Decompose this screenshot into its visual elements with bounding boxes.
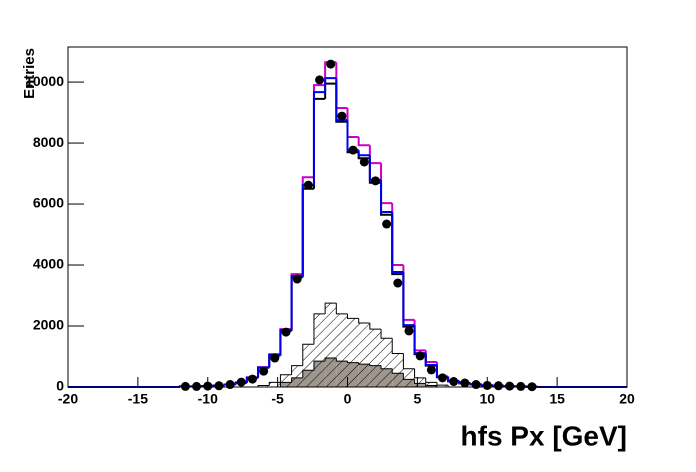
histogram-step bbox=[402, 272, 415, 327]
x-tick-label: 5 bbox=[413, 391, 421, 407]
histogram-step bbox=[257, 384, 270, 387]
x-axis-label: hfs Px [GeV] bbox=[461, 420, 627, 451]
data-point bbox=[426, 365, 436, 375]
data-point bbox=[505, 381, 515, 391]
data-point bbox=[415, 351, 425, 361]
y-tick-label: 6000 bbox=[33, 195, 64, 211]
data-point bbox=[214, 381, 224, 391]
data-point bbox=[236, 377, 246, 387]
histogram-fill bbox=[414, 377, 426, 387]
data-point bbox=[292, 274, 302, 284]
histogram-step bbox=[335, 78, 348, 122]
histogram-step bbox=[380, 179, 393, 213]
data-point bbox=[192, 381, 202, 391]
y-axis-label: Entries bbox=[21, 48, 38, 99]
histogram-fill bbox=[358, 322, 370, 387]
histogram-step bbox=[279, 374, 292, 383]
x-tick-label: 0 bbox=[344, 391, 352, 407]
data-point bbox=[259, 366, 269, 376]
histogram-fill bbox=[403, 368, 415, 387]
data-point bbox=[370, 176, 380, 186]
data-point bbox=[516, 381, 526, 391]
histogram-step bbox=[324, 77, 337, 93]
histogram-step bbox=[425, 377, 437, 383]
x-tick-label: -15 bbox=[128, 391, 148, 407]
data-point bbox=[393, 278, 403, 288]
data-point bbox=[359, 157, 369, 167]
histogram-step bbox=[436, 382, 449, 386]
histogram-step bbox=[357, 136, 370, 147]
x-tick-label: -10 bbox=[198, 391, 218, 407]
histogram-fill bbox=[269, 382, 281, 387]
y-tick-label: 10000 bbox=[25, 73, 64, 89]
data-point bbox=[438, 373, 448, 383]
histogram-fill bbox=[381, 338, 393, 387]
histogram-fill bbox=[291, 365, 303, 387]
histogram-fill bbox=[336, 313, 348, 387]
data-point bbox=[315, 75, 325, 85]
histogram-step bbox=[358, 318, 370, 324]
histogram-step bbox=[380, 329, 393, 339]
histogram-fill bbox=[313, 313, 326, 387]
histogram-fill bbox=[436, 385, 449, 387]
y-tick-label: 2000 bbox=[33, 317, 64, 333]
y-tick-label: 0 bbox=[56, 378, 64, 394]
data-point bbox=[180, 381, 190, 391]
data-point bbox=[471, 380, 481, 390]
data-point bbox=[225, 380, 235, 390]
histogram-step bbox=[335, 303, 348, 315]
data-point bbox=[247, 374, 257, 384]
histogram-fill bbox=[280, 374, 292, 387]
histogram-fill bbox=[369, 329, 382, 387]
histogram-step bbox=[291, 365, 303, 375]
x-tick-label: -5 bbox=[271, 391, 284, 407]
data-point bbox=[382, 219, 392, 229]
y-tick-label: 8000 bbox=[33, 134, 64, 150]
histogram-fill bbox=[392, 353, 404, 387]
x-tick-label: -20 bbox=[58, 391, 78, 407]
data-point bbox=[348, 145, 358, 155]
histogram-step bbox=[391, 338, 404, 354]
histogram-fill bbox=[347, 318, 359, 387]
data-point bbox=[493, 381, 503, 391]
x-tick-label: 15 bbox=[549, 391, 565, 407]
histogram-step bbox=[302, 343, 314, 366]
histogram-fill bbox=[325, 303, 337, 387]
histogram-fill bbox=[258, 385, 270, 387]
data-point bbox=[460, 378, 470, 388]
histogram-fill bbox=[302, 344, 314, 387]
histogram-step bbox=[357, 150, 370, 157]
histogram-step bbox=[414, 368, 426, 379]
histogram-step bbox=[402, 353, 415, 370]
histogram-step bbox=[424, 353, 437, 367]
data-point bbox=[449, 377, 459, 387]
histogram-step bbox=[347, 313, 359, 319]
y-tick-label: 4000 bbox=[33, 256, 64, 272]
data-point bbox=[326, 59, 336, 69]
histogram-step bbox=[312, 91, 326, 186]
histogram-step bbox=[391, 211, 404, 274]
data-point bbox=[270, 353, 280, 363]
data-point bbox=[281, 327, 291, 337]
histogram-step bbox=[369, 322, 382, 330]
data-point bbox=[404, 326, 414, 336]
histogram-step bbox=[313, 313, 326, 345]
x-tick-label: 20 bbox=[619, 391, 635, 407]
histogram-step bbox=[268, 381, 281, 386]
data-point bbox=[337, 111, 347, 121]
histogram-fill bbox=[425, 382, 437, 387]
histogram-step bbox=[324, 302, 337, 314]
x-tick-label: 10 bbox=[479, 391, 495, 407]
data-point bbox=[303, 180, 313, 190]
